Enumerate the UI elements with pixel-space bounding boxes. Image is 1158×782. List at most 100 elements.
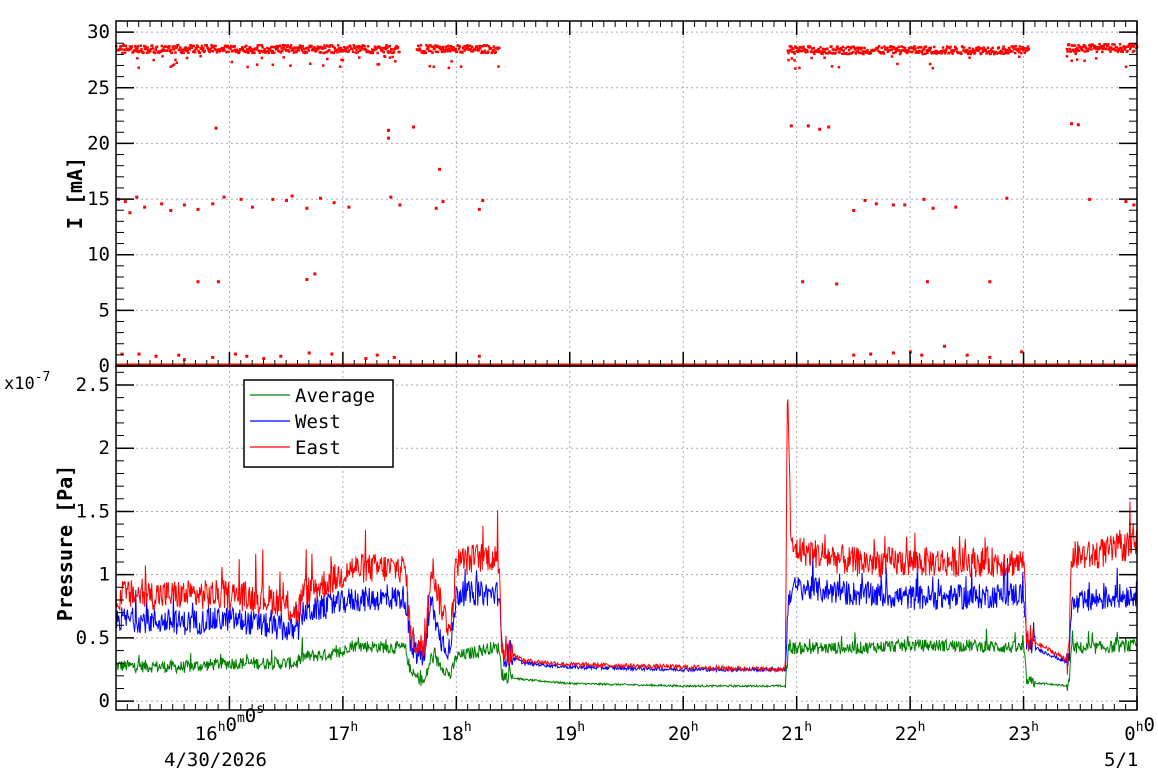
current-point [315,47,319,51]
current-point [360,48,363,51]
current-point [810,50,813,54]
current-point [1077,49,1081,53]
current-point [272,51,276,54]
current-point [974,49,977,52]
current-point [934,49,937,53]
current-point [138,49,142,53]
current-point [143,47,147,51]
current-point [391,48,394,51]
current-point [344,47,347,51]
current-point [1116,49,1119,52]
current-point [136,57,139,60]
current-point [342,49,345,53]
current-point [823,56,826,59]
current-point [990,48,993,51]
current-point [308,62,312,66]
current-point [211,202,215,206]
current-point [379,46,382,49]
current-point [122,43,125,47]
current-point [267,51,270,55]
current-point [319,51,323,54]
current-point [491,49,495,52]
current-point [1085,50,1088,53]
current-point [861,50,864,53]
current-point [1094,57,1098,60]
current-point [953,48,956,52]
current-point [1065,55,1069,58]
current-point [184,46,187,49]
current-point [124,44,128,48]
current-point [1118,43,1122,46]
current-point [1102,45,1105,48]
current-point [349,45,352,48]
current-point [890,45,893,48]
current-point [886,50,890,54]
current-point [257,49,260,52]
current-point [171,45,174,48]
current-point [152,58,155,62]
current-point [181,48,184,51]
current-point [449,44,453,48]
current-point [1103,43,1106,46]
current-point [387,128,391,132]
current-point [1002,45,1005,48]
current-point [182,203,186,207]
current-point [372,48,376,52]
series-line-east [115,399,1138,675]
current-point [200,47,203,50]
pressure-y-tick-label: 2.5 [76,374,110,396]
current-point [149,47,153,51]
current-point [853,48,857,51]
current-point [145,51,149,55]
current-point [896,49,900,52]
current-point [856,49,860,52]
current-point [880,46,884,50]
series-line-west [115,551,1138,674]
current-point [175,45,179,48]
current-point [387,136,391,140]
current-point [164,49,168,52]
current-point [229,47,232,51]
current-point [268,47,272,51]
pressure-y-tick-label: 0.5 [76,627,110,649]
current-point [260,56,264,60]
current-point [461,47,465,50]
current-point [351,50,355,54]
current-point [998,51,1002,55]
current-point [796,50,800,54]
current-point [289,46,292,50]
current-point [118,47,121,51]
current-point [809,46,812,49]
current-point [918,45,922,49]
current-point [353,45,356,49]
current-point [279,354,283,358]
current-point [971,49,974,53]
current-point [239,197,243,201]
current-point [186,48,189,52]
current-point [874,202,878,206]
current-point [1067,43,1071,46]
current-point [193,50,197,54]
current-point [123,200,127,204]
current-point [999,49,1003,53]
current-point [1110,48,1114,51]
current-point [1005,51,1008,55]
current-point [160,44,164,48]
current-point [1122,45,1126,48]
current-point [975,46,979,50]
current-point [256,44,260,47]
current-point [1133,49,1136,53]
current-point [923,45,926,49]
current-point [920,46,923,49]
current-point [860,46,864,50]
current-point [230,60,234,64]
current-point [442,45,445,49]
current-point [852,208,856,212]
current-point [1018,50,1021,54]
current-point [328,48,331,52]
current-point [151,44,154,47]
current-point [305,277,309,281]
current-point [830,52,834,55]
current-point [485,44,489,47]
current-point [388,44,392,48]
